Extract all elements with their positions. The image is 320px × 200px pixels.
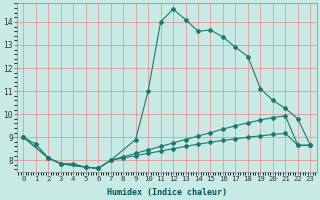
X-axis label: Humidex (Indice chaleur): Humidex (Indice chaleur) [107,188,227,197]
